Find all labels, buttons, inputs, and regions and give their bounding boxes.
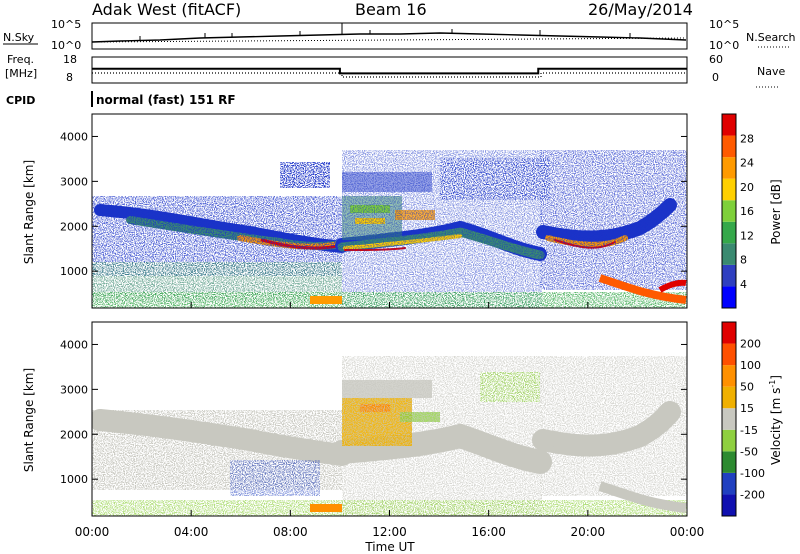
power-x-ticks: [91, 302, 688, 308]
colorbar-segment: [722, 221, 736, 244]
freq-left-tick-top: 18: [63, 53, 77, 66]
colorbar-tick-label: -50: [740, 445, 758, 458]
colorbar-segment: [722, 243, 736, 265]
colorbar-segment: [722, 322, 736, 344]
velocity-colorbar: 200 100 50 15 -15 -50 -100 -200: [721, 321, 765, 517]
freq-label-line2: [MHz]: [5, 67, 37, 80]
nave-right-tick-top: 60: [709, 53, 723, 66]
velocity-x-tick-label: 00:00: [75, 525, 110, 539]
nsky-right-tick-bottom: 10^0: [709, 39, 739, 52]
velocity-colorbar-label: Velocity [m s-1]: [768, 375, 783, 465]
nsky-spikes: [139, 23, 631, 41]
velocity-x-tick-label: 08:00: [273, 525, 308, 539]
freq-step-line: [92, 67, 687, 75]
power-late-low: [310, 274, 687, 304]
power-panel: 4000 3000 2000 1000 Slant Range [km] 28 24 20…: [22, 113, 783, 309]
velocity-x-axis: 00:00 04:00 08:00 12:00 16:00 20:00 00:00: [75, 510, 705, 539]
nave-label: Nave: [757, 65, 785, 78]
station-title: Adak West (fitACF): [92, 0, 241, 19]
velocity-colorbar-label-main: Velocity [m s: [769, 388, 783, 465]
colorbar-tick-label: -200: [740, 488, 765, 501]
colorbar-tick-label: 16: [740, 205, 754, 218]
y-tick-label: 1000: [60, 265, 88, 278]
nsky-label: N.Sky: [3, 31, 35, 44]
y-tick-label: 2000: [60, 220, 88, 233]
nsearch-trace: [91, 37, 687, 43]
colorbar-tick-label: -100: [740, 467, 765, 480]
y-tick-label: 3000: [60, 383, 88, 396]
colorbar-tick-label: 200: [740, 338, 761, 351]
nsky-left-tick-bottom: 10^0: [51, 39, 81, 52]
colorbar-segment: [722, 286, 736, 308]
date-title: 26/May/2014: [588, 0, 693, 19]
colorbar-segment: [722, 472, 736, 495]
velocity-x-tick-label: 00:00: [670, 525, 705, 539]
y-tick-label: 2000: [60, 428, 88, 441]
colorbar-segment: [722, 386, 736, 409]
colorbar-segment: [722, 408, 736, 430]
colorbar-tick-label: 50: [740, 381, 754, 394]
colorbar-tick-label: 100: [740, 359, 761, 372]
nsearch-label: N.Search: [746, 31, 796, 44]
velocity-x-tick-label: 16:00: [471, 525, 506, 539]
freq-left-tick-bottom: 8: [66, 71, 73, 84]
freq-panel: Freq. [MHz] 18 8 60 0 Nave: [5, 53, 785, 88]
nsky-panel: N.Sky 10^5 10^0 10^5 10^0 N.Search: [3, 18, 796, 52]
colorbar-frame: [721, 321, 737, 517]
freq-frame: [91, 56, 688, 84]
colorbar-tick-label: -15: [740, 424, 758, 437]
y-tick-label: 4000: [60, 338, 88, 351]
beam-title: Beam 16: [355, 0, 427, 19]
velocity-ylabel: Slant Range [km]: [22, 368, 36, 472]
colorbar-segment: [722, 343, 736, 366]
velocity-x-tick-label: 20:00: [571, 525, 606, 539]
velocity-heatmap-data: [92, 356, 687, 516]
power-scatter: [92, 150, 687, 308]
y-tick-label: 3000: [60, 175, 88, 188]
colorbar-segment: [722, 494, 736, 516]
colorbar-tick-label: 4: [740, 278, 747, 291]
velocity-late-low: [310, 481, 687, 513]
colorbar-segment: [722, 200, 736, 222]
y-tick-label: 1000: [60, 473, 88, 486]
nsky-trace: [91, 32, 687, 43]
power-colorbar: 28 24 20 16 12 8 4: [721, 113, 754, 309]
power-heatmap-data: [92, 150, 687, 308]
y-tick-label: 4000: [60, 130, 88, 143]
colorbar-frame: [721, 113, 737, 309]
colorbar-tick-label: 24: [740, 157, 754, 170]
colorbar-tick-label: 8: [740, 254, 747, 267]
nsky-right-tick-top: 10^5: [709, 18, 739, 31]
power-ylabel: Slant Range [km]: [22, 160, 36, 264]
colorbar-tick-label: 28: [740, 132, 754, 145]
power-y-axis: 4000 3000 2000 1000: [60, 130, 687, 278]
velocity-x-tick-label: 12:00: [372, 525, 407, 539]
freq-label-line1: Freq.: [7, 53, 34, 66]
colorbar-tick-label: 20: [740, 181, 754, 194]
velocity-colorbar-label-sup: -1: [768, 380, 777, 388]
cpid-label: CPID: [6, 94, 35, 107]
colorbar-segment: [722, 114, 736, 136]
velocity-xlabel: Time UT: [364, 540, 415, 554]
colorbar-tick-label: 15: [740, 402, 754, 415]
colorbar-segment: [722, 157, 736, 179]
velocity-colorbar-label-end: ]: [769, 375, 783, 380]
nave-right-tick-bottom: 0: [712, 71, 719, 84]
colorbar-segment: [722, 451, 736, 473]
velocity-scatter: [92, 356, 687, 516]
colorbar-segment: [722, 429, 736, 452]
nsky-frame: [91, 22, 688, 50]
nsky-left-tick-top: 10^5: [51, 18, 81, 31]
colorbar-segment: [722, 264, 736, 287]
colorbar-segment: [722, 178, 736, 201]
cpid-mode: normal (fast) 151 RF: [96, 93, 236, 107]
colorbar-tick-label: 12: [740, 229, 754, 242]
velocity-y-axis: 4000 3000 2000 1000: [60, 338, 687, 486]
colorbar-segment: [722, 365, 736, 387]
power-colorbar-label: Power [dB]: [769, 179, 783, 244]
velocity-panel: 4000 3000 2000 1000 00:00 04:00 08:00 12:00 16:…: [22, 321, 783, 554]
velocity-x-tick-label: 04:00: [174, 525, 209, 539]
colorbar-segment: [722, 135, 736, 158]
